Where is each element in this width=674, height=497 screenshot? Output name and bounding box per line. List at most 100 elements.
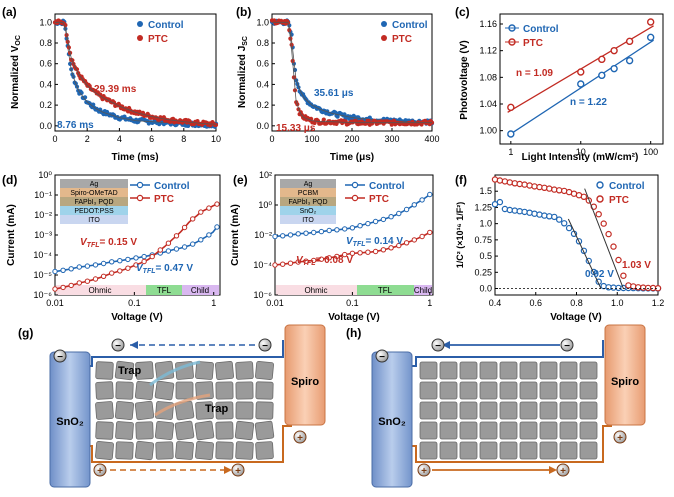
series-ptc-point (357, 250, 363, 256)
legend-ptc-label: PTC (148, 34, 168, 45)
series-control-point (396, 210, 402, 217)
series-ptc-point (321, 117, 326, 122)
y-tick-label: 1.25 (474, 202, 492, 212)
hole-carrier (231, 463, 245, 477)
spiro-label: Spiro (291, 376, 319, 388)
trap-arrow-2 (154, 393, 211, 417)
quantum-dot-block (195, 441, 214, 460)
carriers-h: − − − + + + (375, 338, 627, 477)
layer-spiro-label: Spiro-OMeTAD (70, 190, 117, 197)
panel-g: (g) SnO₂ Spiro Trap Trap − − − + + (18, 324, 326, 488)
layer-ag-label: Ag (90, 181, 99, 188)
spiro-label: Spiro (611, 376, 639, 388)
series-control-point (190, 241, 196, 247)
x-tick-label: 0.1 (128, 298, 141, 308)
series-control-point (577, 80, 585, 88)
electron-carrier (258, 338, 272, 352)
quantum-dot-block (439, 361, 458, 380)
quantum-dot-block (539, 441, 558, 460)
series-control-point (506, 206, 513, 214)
y-tick-label: 1.0 (39, 17, 52, 27)
quantum-dot-block (579, 381, 598, 400)
spiro-layer (284, 324, 326, 426)
y-tick-label: 0.0 (39, 121, 52, 131)
quantum-dot-block (459, 361, 478, 380)
series-ptc-fit (272, 21, 432, 124)
annotation-control-ideality: n = 1.22 (570, 97, 607, 108)
panel-d-series (52, 201, 220, 292)
legend-ptc-marker (381, 35, 387, 41)
quantum-dot-block (479, 401, 498, 420)
quantum-dot-block (539, 381, 558, 400)
hole-sign: + (617, 433, 623, 444)
panel-a-frame (54, 13, 217, 132)
series-ptc-point (280, 261, 286, 267)
series-ptc-point (615, 256, 622, 264)
quantum-dot-block (499, 401, 518, 420)
series-ptc-point (403, 240, 410, 246)
valence-band-line (412, 425, 612, 463)
quantum-dot-block (559, 441, 578, 460)
region-ohmic (56, 285, 146, 295)
quantum-dot-block (134, 400, 155, 421)
electron-arrowhead (130, 341, 138, 349)
series-ptc-point (117, 268, 123, 274)
panel-d-label: (d) (2, 173, 17, 187)
series-control-point (295, 231, 301, 237)
annotation-control-vbi: 0.92 V (585, 269, 614, 280)
hole-carrier (613, 430, 627, 444)
region-tfl-label: TFL (157, 286, 172, 295)
y-tick-label: 10⁻⁶ (254, 290, 273, 300)
panel-h-label: (h) (346, 326, 361, 340)
y-tick-label: 10⁻³ (34, 230, 52, 240)
series-control-point (109, 259, 115, 265)
quantum-dot-block (499, 421, 518, 440)
quantum-dot-block (255, 381, 274, 400)
series-ptc-point (521, 181, 528, 188)
legend-control-label: Control (392, 20, 428, 31)
quantum-dot-block (155, 441, 174, 460)
panel-e-ticks: 0.01 0.1 1 10⁻⁶ 10⁻⁴ 10⁻² 10⁰ 10² (253, 170, 432, 308)
electron-carrier (560, 338, 574, 352)
y-tick-label: 1.12 (479, 46, 497, 56)
series-control-point (598, 71, 606, 80)
quantum-dot-block (235, 441, 254, 460)
panel-e-series (272, 191, 433, 268)
series-control-point (427, 191, 433, 198)
y-tick-label: 0.2 (256, 100, 269, 110)
quantum-dot-block (419, 361, 438, 380)
annotation-control-vtfl: VTFL= 0.47 V (136, 263, 193, 275)
quantum-dot-block (135, 361, 154, 380)
series-ptc-point (133, 262, 139, 268)
x-tick-label: 0.4 (489, 298, 502, 308)
x-tick-label: 0.01 (266, 298, 284, 308)
panel-c-frame (499, 13, 664, 145)
sno2-layer (371, 351, 413, 488)
series-ptc-fit (55, 21, 217, 125)
electron-sign: − (115, 341, 121, 352)
x-tick-label: 10 (576, 147, 586, 157)
legend-control-marker (596, 181, 604, 189)
x-tick-label: 0.01 (46, 298, 64, 308)
hole-carrier (93, 463, 107, 477)
series-ptc-point (318, 256, 325, 262)
sno2-label: SnO₂ (378, 416, 406, 428)
x-tick-label: 200 (344, 134, 359, 144)
panel-d-regions: Ohmic TFL Child (56, 285, 219, 295)
legend-control-label: Control (154, 181, 190, 192)
series-control-point (125, 256, 131, 263)
y-tick-label: 1.00 (479, 126, 497, 136)
series-ptc-point (388, 245, 394, 251)
panel-f-series (491, 176, 662, 292)
series-ptc-point (506, 179, 513, 186)
quantum-dot-block (479, 361, 498, 380)
hole-sign: + (560, 466, 566, 477)
quantum-dot-block (174, 420, 195, 441)
panel-g-label: (g) (18, 326, 33, 340)
series-control-point (342, 112, 347, 117)
layer-pqd-label: FAPbI₃ PQD (288, 199, 327, 206)
series-control-tangent (567, 218, 602, 289)
annotation-control-vtfl: VTFL= 0.14 V (346, 236, 403, 248)
x-tick-label: 100 (643, 147, 658, 157)
series-ptc-point (365, 249, 371, 255)
